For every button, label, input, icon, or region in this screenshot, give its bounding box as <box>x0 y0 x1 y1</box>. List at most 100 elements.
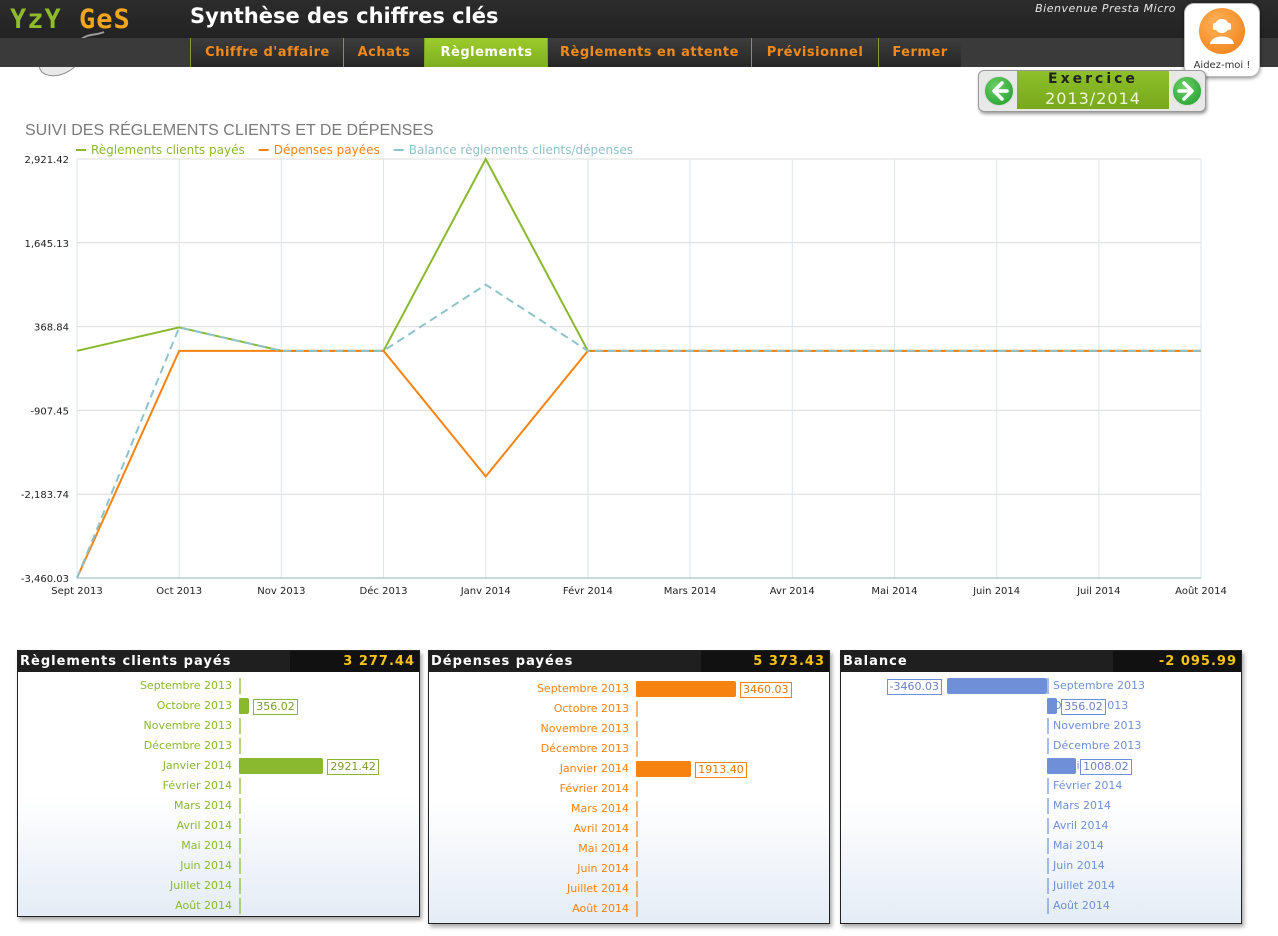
x-tick-label: Juin 2014 <box>972 586 1020 597</box>
panel-header: Dépenses payées 5 373.43 <box>429 651 829 672</box>
bar-axis-tick <box>636 741 638 757</box>
next-exercice-button[interactable] <box>1172 76 1202 106</box>
help-label: Aidez-moi ! <box>1193 60 1251 71</box>
series-line-depenses <box>76 349 1201 579</box>
bar-value: 356.02 <box>253 699 298 715</box>
bar <box>947 678 1047 694</box>
bar-axis-tick <box>239 878 241 894</box>
bar <box>1047 698 1058 714</box>
tab-chiffre-affaire[interactable]: Chiffre d'affaire <box>190 38 344 67</box>
x-tick-label: Déc 2013 <box>360 585 408 597</box>
bar-axis-tick <box>636 781 638 797</box>
y-tick-label: 2,921.42 <box>24 155 69 166</box>
x-tick-label: Nov 2013 <box>257 586 305 597</box>
panel-reglements: Règlements clients payés 3 277.44 Septembr… <box>17 650 420 917</box>
bar-label: Décembre 2013 <box>1053 739 1142 752</box>
tab-reglements-attente[interactable]: Règlements en attente <box>547 38 751 67</box>
prev-exercice-button[interactable] <box>984 76 1014 106</box>
panel-title: Règlements clients payés <box>20 654 232 669</box>
bar-value: 3460.03 <box>740 682 792 698</box>
exercice-selector: Exercice 2013/2014 <box>978 70 1206 112</box>
bar-axis-tick <box>239 738 241 754</box>
bar-axis-tick <box>636 801 638 817</box>
bar-axis-tick <box>239 858 241 874</box>
bar-label: Novembre 2013 <box>540 722 629 735</box>
bar-label: Janvier 2014 <box>559 762 629 775</box>
bar-axis-tick <box>636 841 638 857</box>
arrow-right-icon <box>1177 81 1194 101</box>
bar-value: 356.02 <box>1061 699 1106 715</box>
y-tick-label: 1,645.13 <box>24 239 69 250</box>
legend-entry: Règlements clients payés <box>91 143 245 157</box>
panel-depenses: Dépenses payées 5 373.43 Septembre 2013 346… <box>428 650 830 924</box>
y-tick-label: 368.84 <box>34 323 69 334</box>
bar-axis-tick <box>1047 858 1049 874</box>
bar-label: Novembre 2013 <box>1053 719 1142 732</box>
bar-axis-tick <box>1047 878 1049 894</box>
x-tick-label: Avr 2014 <box>770 586 815 597</box>
bar-axis-tick <box>636 881 638 897</box>
x-tick-label: Juil 2014 <box>1076 586 1120 597</box>
tab-fermer[interactable]: Fermer <box>878 38 961 67</box>
y-tick-label: -907.45 <box>30 406 69 417</box>
exercice-label: Exercice <box>1048 71 1138 87</box>
bar-axis-tick <box>239 678 241 694</box>
exercice-display: Exercice 2013/2014 <box>1017 71 1169 109</box>
bar-label: Juin 2014 <box>1053 859 1105 872</box>
bar <box>636 761 692 777</box>
bar <box>1047 758 1077 774</box>
logo-part1: YzY <box>10 4 62 35</box>
bar-label: Août 2014 <box>1053 899 1110 912</box>
legend-entry: Balance règlements clients/dépenses <box>409 143 633 157</box>
bar <box>239 758 324 774</box>
bar-label: Juin 2014 <box>180 859 232 872</box>
exercice-value: 2013/2014 <box>1045 89 1141 108</box>
bar-label: Mai 2014 <box>578 842 629 855</box>
help-button[interactable]: Aidez-moi ! <box>1184 3 1260 77</box>
bar-label: Février 2014 <box>1053 779 1123 792</box>
page-title: Synthèse des chiffres clés <box>190 4 499 28</box>
bar-label: Février 2014 <box>559 782 629 795</box>
bar-label: Avril 2014 <box>573 822 629 835</box>
bar-label: Octobre 2013 <box>553 702 629 715</box>
bar <box>636 681 736 697</box>
bar-label: Février 2014 <box>162 779 232 792</box>
bar-value: 2921.42 <box>327 759 379 775</box>
bar-label: Mai 2014 <box>181 839 232 852</box>
legend-entry: Dépenses payées <box>274 143 380 157</box>
bar-axis-tick <box>1047 778 1049 794</box>
bar-label: Septembre 2013 <box>1053 679 1146 692</box>
bar-label: Août 2014 <box>572 902 629 915</box>
series-line-balance <box>76 283 1201 579</box>
bar-axis-tick <box>239 798 241 814</box>
panel-header: Balance -2 095.99 <box>841 651 1241 672</box>
helper-icon <box>1199 8 1245 54</box>
bar-axis-tick <box>636 901 638 917</box>
reglements-line-chart: SUIVI DES RÉGLEMENTS CLIENTS ET DE DÉPEN… <box>21 120 1227 597</box>
panel-total: 5 373.43 <box>701 651 829 672</box>
tab-reglements[interactable]: Règlements <box>424 38 548 67</box>
panel-title: Balance <box>843 654 908 669</box>
tab-previsionnel[interactable]: Prévisionnel <box>751 38 878 67</box>
bar-axis-tick <box>239 838 241 854</box>
bar-label: Juillet 2014 <box>567 882 629 895</box>
bar-axis-tick <box>636 701 638 717</box>
bar-label: Mars 2014 <box>174 799 232 812</box>
bar-axis-tick <box>636 821 638 837</box>
x-tick-label: Janv 2014 <box>460 586 511 597</box>
bar-label: Décembre 2013 <box>540 742 629 755</box>
bar-axis-tick <box>239 898 241 914</box>
bar-axis-tick <box>1047 718 1049 734</box>
bar-label: Juillet 2014 <box>1053 879 1115 892</box>
tab-achats[interactable]: Achats <box>343 38 424 67</box>
bar-axis-tick <box>636 861 638 877</box>
bar-axis-tick <box>636 721 638 737</box>
arrow-left-icon <box>992 81 1009 101</box>
series-line-reglements <box>76 156 1201 352</box>
x-tick-label: Sept 2013 <box>51 586 102 597</box>
bar-axis-tick <box>1047 818 1049 834</box>
bar-label: Novembre 2013 <box>143 719 232 732</box>
panel-header: Règlements clients payés 3 277.44 <box>18 651 419 672</box>
bar-label: Mars 2014 <box>571 802 629 815</box>
